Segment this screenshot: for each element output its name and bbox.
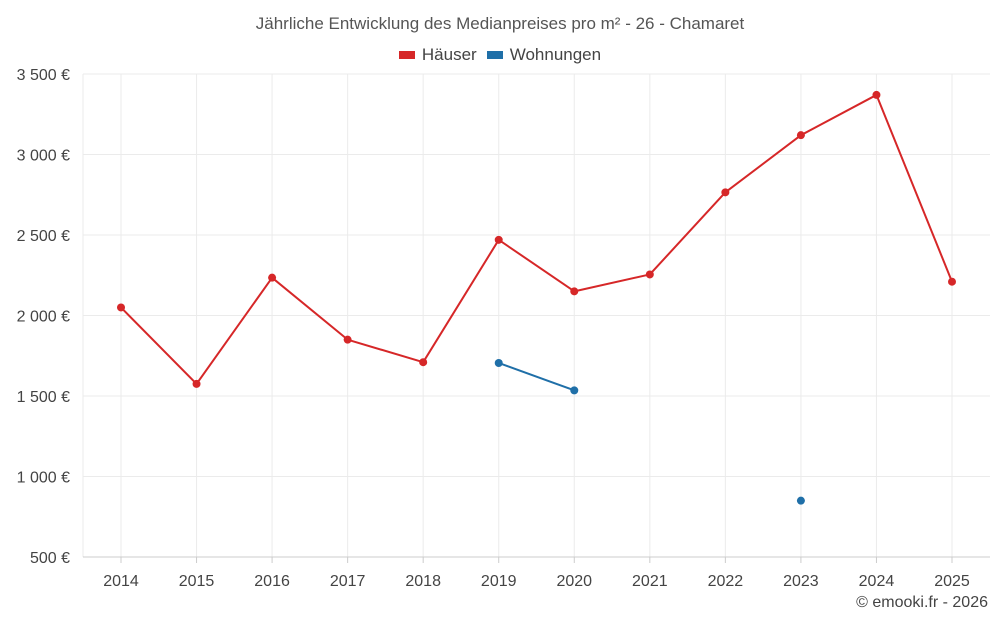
data-point-haeuser (343, 335, 352, 344)
y-tick-label: 3 500 € (17, 67, 70, 84)
legend-label-haeuser: Häuser (421, 45, 477, 64)
series-line-haeuser (120, 93, 953, 385)
y-tick-label: 500 € (30, 550, 70, 567)
x-tick-label: 2024 (859, 573, 895, 590)
data-point-haeuser (192, 379, 201, 388)
data-point-wohnungen (494, 358, 503, 367)
legend-label-wohnungen: Wohnungen (509, 45, 602, 64)
x-tick-label: 2018 (405, 573, 441, 590)
data-point-haeuser (721, 188, 730, 197)
x-tick-label: 2021 (632, 573, 668, 590)
x-tick-label: 2025 (934, 573, 970, 590)
x-tick-label: 2017 (330, 573, 366, 590)
x-tick-label: 2016 (254, 573, 290, 590)
data-point-haeuser (645, 270, 654, 279)
x-tick-label: 2022 (708, 573, 744, 590)
data-point-haeuser (872, 90, 881, 99)
legend-swatch-wohnungen (486, 51, 503, 59)
data-point-haeuser (570, 287, 579, 296)
data-point-wohnungen (570, 386, 579, 395)
data-point-haeuser (494, 235, 503, 244)
y-tick-label: 1 500 € (17, 389, 70, 406)
y-tick-label: 2 000 € (17, 309, 70, 326)
legend-item-haeuser[interactable]: Häuser (398, 45, 477, 65)
y-tick-label: 2 500 € (17, 228, 70, 245)
y-tick-label: 3 000 € (17, 148, 70, 165)
y-tick-label: 1 000 € (17, 470, 70, 487)
data-point-haeuser (796, 131, 805, 140)
data-point-haeuser (117, 303, 125, 312)
legend-swatch-haeuser (398, 51, 415, 59)
legend-item-wohnungen[interactable]: Wohnungen (486, 45, 602, 65)
data-point-haeuser (419, 358, 428, 367)
chart-title: Jährliche Entwicklung des Medianpreises … (255, 14, 745, 33)
credit-text: © emooki.fr - 2026 (856, 594, 988, 611)
legend: Häuser Wohnungen (0, 45, 1000, 65)
x-tick-label: 2019 (481, 573, 517, 590)
x-tick-label: 2014 (103, 573, 139, 590)
data-point-haeuser (268, 273, 277, 282)
x-tick-label: 2023 (783, 573, 819, 590)
series-line-wohnungen (498, 362, 575, 392)
data-point-haeuser (948, 277, 956, 286)
x-tick-label: 2020 (556, 573, 592, 590)
x-tick-label: 2015 (179, 573, 215, 590)
data-point-wohnungen (796, 496, 805, 505)
